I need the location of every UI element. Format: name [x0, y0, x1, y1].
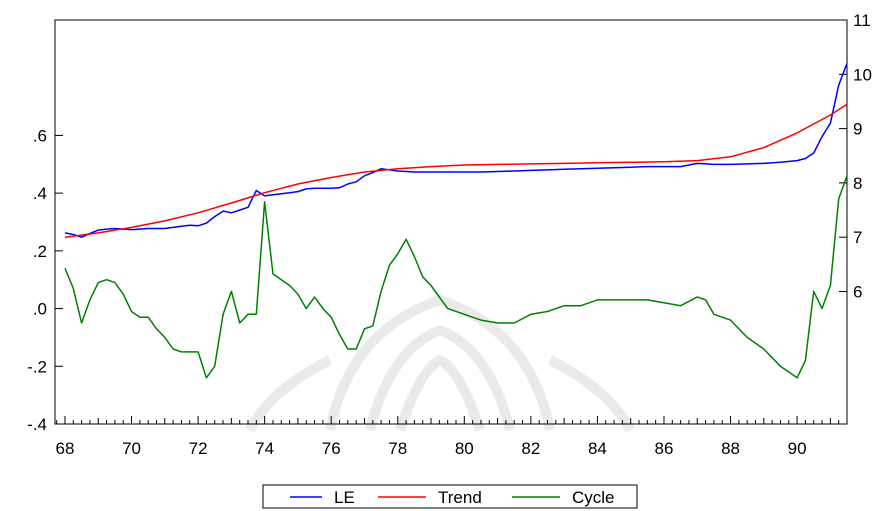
legend-label-le: LE — [334, 488, 355, 507]
y-right-tick-label: 7 — [853, 228, 862, 247]
legend-label-cycle: Cycle — [572, 488, 615, 507]
legend: LE Trend Cycle — [262, 484, 638, 509]
x-tick-label: 80 — [455, 439, 474, 458]
series-line-le — [64, 63, 848, 238]
y-left-tick-label: -.4 — [27, 415, 47, 434]
series-line-trend — [64, 103, 848, 238]
y-left-tick-label: .6 — [33, 126, 47, 145]
x-tick-label: 68 — [56, 439, 75, 458]
y-right-tick-label: 9 — [853, 120, 862, 139]
y-left-tick-label: .2 — [33, 242, 47, 261]
x-tick-label: 86 — [655, 439, 674, 458]
y-left-tick-label: .0 — [33, 300, 47, 319]
series-layer — [64, 63, 848, 379]
plot-frame — [54, 19, 848, 425]
y-right-tick-label: 8 — [853, 174, 862, 193]
series-line-cycle — [64, 175, 848, 379]
legend-label-trend: Trend — [438, 488, 482, 507]
y-left-tick-label: .4 — [33, 184, 47, 203]
y-right-tick-label: 6 — [853, 283, 862, 302]
x-tick-label: 84 — [588, 439, 607, 458]
y-right-tick-label: 10 — [853, 65, 872, 84]
x-tick-label: 90 — [788, 439, 807, 458]
x-tick-label: 76 — [322, 439, 341, 458]
axes: 68 70 72 74 76 78 80 82 84 86 88 90-.4-.2.0.2.4.667… — [27, 11, 872, 458]
x-tick-label: 74 — [255, 439, 274, 458]
legend-box — [262, 484, 638, 509]
x-tick-label: 78 — [388, 439, 407, 458]
y-left-tick-label: -.2 — [27, 357, 47, 376]
x-tick-label: 82 — [521, 439, 540, 458]
x-tick-label: 70 — [122, 439, 141, 458]
x-tick-label: 72 — [189, 439, 208, 458]
x-tick-label: 88 — [721, 439, 740, 458]
y-right-tick-label: 11 — [853, 11, 871, 30]
watermark-logo — [245, 294, 635, 433]
